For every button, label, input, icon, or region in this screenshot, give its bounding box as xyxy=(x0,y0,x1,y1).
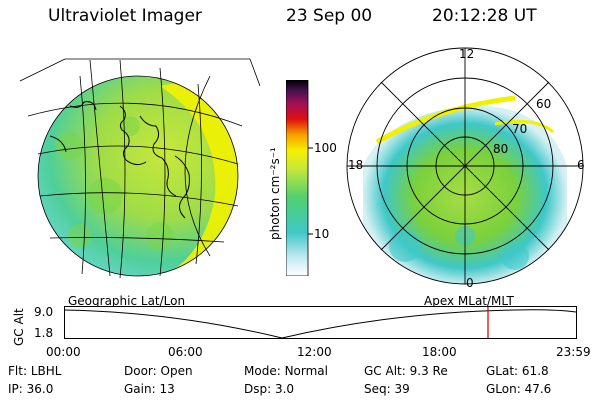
info-mode: Mode: Normal xyxy=(244,364,328,378)
time-label: 20:12:28 UT xyxy=(432,6,537,26)
info-dsp: Dsp: 3.0 xyxy=(244,382,295,396)
lat-label-60: 60 xyxy=(536,97,552,111)
info-glon: GLon: 47.6 xyxy=(486,382,552,396)
lat-label-80: 80 xyxy=(493,142,509,156)
info-door: Door: Open xyxy=(124,364,193,378)
polar-plot xyxy=(346,47,584,285)
info-flt: Flt: LBHL xyxy=(8,364,62,378)
geographic-panel-title: Geographic Lat/Lon xyxy=(68,294,186,308)
alt-xtick-4: 23:59 xyxy=(556,345,591,359)
colorbar-tick-10: 10 xyxy=(314,227,330,241)
info-seq: Seq: 39 xyxy=(364,382,410,396)
mlt-label-12: 12 xyxy=(459,47,475,61)
alt-ylabel: GC Alt xyxy=(12,308,26,346)
altitude-plot xyxy=(64,306,577,339)
alt-xtick-2: 12:00 xyxy=(297,345,332,359)
alt-ytick-low: 1.8 xyxy=(34,326,54,340)
mlt-label-18: 18 xyxy=(348,158,364,172)
colorbar-tick-100: 100 xyxy=(314,141,337,155)
alt-xtick-3: 18:00 xyxy=(422,345,457,359)
instrument-title: Ultraviolet Imager xyxy=(48,6,202,26)
geographic-image xyxy=(19,58,261,279)
alt-ytick-high: 9.0 xyxy=(34,305,54,319)
mlt-label-6: 6 xyxy=(577,158,585,172)
apex-panel-title: Apex MLat/MLT xyxy=(424,294,514,308)
date-label: 23 Sep 00 xyxy=(286,6,373,26)
colorbar xyxy=(286,80,313,276)
alt-xtick-1: 06:00 xyxy=(168,345,203,359)
colorbar-unit-label: photon cm⁻²s⁻¹ xyxy=(268,147,282,240)
info-ip: IP: 36.0 xyxy=(8,382,54,396)
alt-xtick-0: 00:00 xyxy=(46,345,81,359)
mlt-label-0: 0 xyxy=(466,276,474,290)
info-gc-alt: GC Alt: 9.3 Re xyxy=(364,364,448,378)
info-glat: GLat: 61.8 xyxy=(486,364,549,378)
info-gain: Gain: 13 xyxy=(124,382,175,396)
lat-label-70: 70 xyxy=(512,122,528,136)
